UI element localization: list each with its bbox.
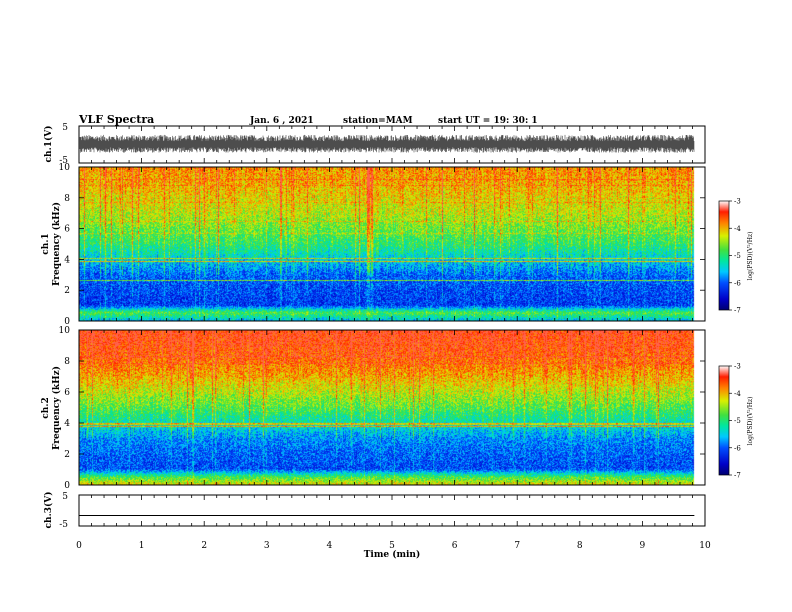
colorbar-ch2-ticks: -3 -4 -5 -6 -7 <box>729 363 741 480</box>
colorbar-tick-label: -4 <box>734 390 741 398</box>
panel-ch3-waveform: 5 -5 ch.3(V) <box>43 492 706 530</box>
y-tick-label: 6 <box>64 388 70 398</box>
x-tick-label: 10 <box>699 541 711 551</box>
colorbar-tick-label: -6 <box>734 444 741 452</box>
colorbar-tick-label: -7 <box>734 472 741 480</box>
ch1-spectrogram-ylabel-channel: ch.1 <box>41 233 51 254</box>
ch3-waveform-ylabel: ch.3(V) <box>43 492 54 529</box>
colorbar-ch1-label: log(PSD)(V²/Hz) <box>747 232 754 281</box>
chart-title: VLF Spectra <box>78 113 154 126</box>
x-tick-label: 5 <box>389 541 395 551</box>
time-axis-labels: 0 1 2 3 4 5 6 7 8 9 10 <box>76 541 711 551</box>
header-station: station=MAM <box>343 116 413 126</box>
header-date: Jan. 6 , 2021 <box>249 116 314 126</box>
ch1-waveform-ylabel: ch.1(V) <box>43 126 54 163</box>
ch2-spectrogram-yticks: 0 2 4 6 8 10 <box>59 326 705 491</box>
colorbar-ch2-label: log(PSD)(V²/Hz) <box>747 397 754 446</box>
header-start-ut: start UT = 19: 30: 1 <box>438 116 538 126</box>
colorbar-tick-label: -4 <box>734 225 741 233</box>
colorbar-tick-label: -5 <box>734 252 741 260</box>
x-tick-label: 3 <box>264 541 270 551</box>
ch1-waveform-path <box>79 134 695 153</box>
x-tick-label: 7 <box>514 541 520 551</box>
x-tick-label: 1 <box>139 541 145 551</box>
panel-ch2-spectrogram: 0 2 4 6 8 10 ch.2 Frequency (kHz) <box>41 326 706 491</box>
colorbar-tick-label: -3 <box>734 363 741 371</box>
colorbar-ch2: -3 -4 -5 -6 -7 log(PSD)(V²/Hz) <box>718 363 754 480</box>
panel-ch1-waveform: 5 -5 ch.1(V) <box>43 123 706 166</box>
ch1-spectrogram-image <box>79 167 705 321</box>
x-tick-label: 2 <box>201 541 207 551</box>
x-tick-label: 4 <box>327 541 333 551</box>
ch3-ytick-bottom: -5 <box>59 520 68 530</box>
x-tick-label: 6 <box>452 541 458 551</box>
ch2-spectrogram-image <box>79 330 705 485</box>
y-tick-label: 8 <box>64 357 70 367</box>
colorbar-tick-label: -5 <box>734 417 741 425</box>
ch1-ytick-top: 5 <box>62 123 68 133</box>
time-axis-ticks <box>78 126 706 526</box>
y-tick-label: 6 <box>64 225 70 235</box>
ch2-spectrogram-ylabel-channel: ch.2 <box>41 397 51 418</box>
ch2-spectrogram-ylabel: Frequency (kHz) <box>51 366 62 450</box>
colorbar-ch2-scale <box>718 365 730 476</box>
ch1-waveform-trace <box>79 134 695 153</box>
y-tick-label: 4 <box>64 255 70 265</box>
y-tick-label: 4 <box>64 419 70 429</box>
colorbar-ch1: -3 -4 -5 -6 -7 log(PSD)(V²/Hz) <box>718 198 754 315</box>
y-tick-label: 10 <box>59 163 71 173</box>
x-tick-label: 0 <box>76 541 82 551</box>
ch1-spectrogram-yticks: 0 2 4 6 8 10 <box>59 163 705 327</box>
y-tick-label: 8 <box>64 194 70 204</box>
ch3-ytick-top: 5 <box>62 492 68 502</box>
colorbar-ch1-ticks: -3 -4 -5 -6 -7 <box>729 198 741 315</box>
x-axis-label: Time (min) <box>364 549 421 560</box>
colorbar-tick-label: -6 <box>734 279 741 287</box>
x-tick-label: 9 <box>640 541 646 551</box>
y-tick-label: 2 <box>64 450 70 460</box>
colorbar-tick-label: -3 <box>734 198 741 206</box>
y-tick-label: 10 <box>59 326 71 336</box>
panel-ch1-spectrogram: 0 2 4 6 8 10 ch.1 Frequency (kHz) <box>41 163 706 327</box>
x-tick-label: 8 <box>577 541 583 551</box>
y-tick-label: 0 <box>64 481 70 491</box>
ch1-spectrogram-ylabel: Frequency (kHz) <box>51 202 62 286</box>
y-tick-label: 2 <box>64 286 70 296</box>
colorbar-tick-label: -7 <box>734 307 741 315</box>
y-tick-label: 0 <box>64 317 70 327</box>
ch1-ytick-bottom: -5 <box>59 156 68 166</box>
colorbar-ch1-scale <box>718 200 730 311</box>
